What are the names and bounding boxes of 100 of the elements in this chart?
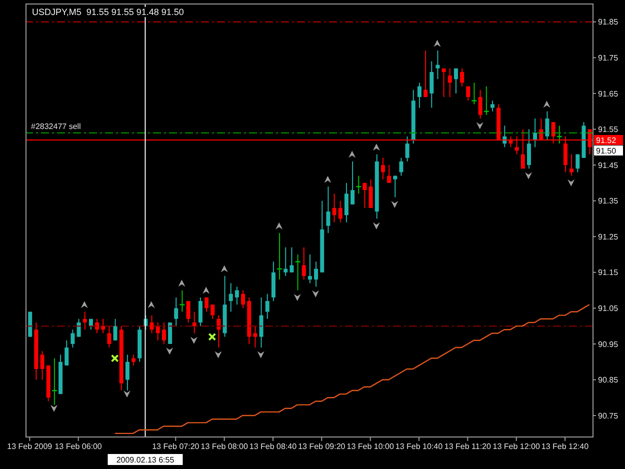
candlestick <box>362 182 367 208</box>
point <box>372 222 380 230</box>
ref-line-label: 91.52 <box>596 136 617 145</box>
line-series <box>114 304 590 434</box>
y-tick-label: 91.55 <box>598 125 619 134</box>
candlestick <box>393 175 398 198</box>
candlestick <box>156 322 160 341</box>
candlestick <box>107 326 112 348</box>
candlestick <box>162 322 166 344</box>
point <box>257 351 264 358</box>
candlestick <box>350 160 355 205</box>
candlestick <box>132 354 136 366</box>
candlestick <box>150 314 154 334</box>
candlestick <box>198 296 202 327</box>
point <box>50 404 58 412</box>
point <box>434 40 441 47</box>
candlestick <box>454 68 458 94</box>
point <box>525 172 532 180</box>
candlestick <box>284 246 288 276</box>
y-tick-label: 91.65 <box>598 89 619 98</box>
point <box>294 294 301 301</box>
point <box>148 301 155 308</box>
ref-line-label: 2009.02.13 6:55 <box>116 456 175 464</box>
candlestick <box>436 50 440 80</box>
y-tick-label: 90.85 <box>598 376 619 385</box>
point <box>80 301 88 308</box>
y-tick-label: 91.05 <box>598 304 619 314</box>
candlestick <box>192 311 196 334</box>
candlestick <box>380 157 385 180</box>
y-tick-label: 91.25 <box>598 232 619 242</box>
candlestick <box>186 300 190 323</box>
point <box>202 286 210 294</box>
point <box>214 351 222 358</box>
candlestick <box>472 82 477 105</box>
candlestick <box>478 89 482 120</box>
candlestick <box>168 322 172 344</box>
x-tick-label: 13 Feb 07:20 <box>152 442 200 451</box>
x-tick-label: 13 Feb 11:20 <box>444 442 492 451</box>
point <box>123 390 130 398</box>
point <box>348 150 356 158</box>
candlestick <box>344 182 348 223</box>
candlestick <box>241 290 246 309</box>
point <box>543 100 550 108</box>
candlestick <box>545 110 550 140</box>
candlestick <box>448 68 452 98</box>
candlestick <box>442 68 446 98</box>
y-tick-label: 91.35 <box>598 196 619 206</box>
candlestick <box>234 286 239 306</box>
x-tick-label: 13 Feb 10:00 <box>346 442 394 451</box>
candlestick <box>82 311 87 330</box>
y-tick-label: 91.85 <box>598 18 619 27</box>
candlestick <box>308 254 312 284</box>
candlestick <box>417 82 422 108</box>
x-tick-label: 13 Feb 12:40 <box>541 442 590 451</box>
point <box>166 348 174 355</box>
point <box>568 179 575 186</box>
candlestick <box>399 157 404 176</box>
candlestick <box>338 200 342 223</box>
x-tick-label: 13 Feb 09:20 <box>298 442 346 451</box>
candlestick <box>290 246 294 273</box>
point <box>220 265 228 272</box>
candlestick <box>253 326 258 348</box>
candlestick <box>174 296 178 327</box>
candlestick <box>576 154 580 173</box>
y-tick-label: 91.15 <box>598 268 619 278</box>
point <box>276 222 283 230</box>
candlestick <box>204 296 209 312</box>
chart-title: USDJPY,M5 91.55 91.55 91.48 91.50 <box>30 7 186 17</box>
candlestick <box>70 329 75 348</box>
point <box>178 280 186 287</box>
y-tick-label: 91.45 <box>598 160 619 170</box>
candlestick <box>180 290 185 312</box>
point <box>190 336 198 344</box>
candlestick <box>64 340 69 366</box>
point <box>476 122 484 130</box>
candlestick <box>460 68 464 87</box>
candlestick <box>40 350 44 380</box>
candlestick <box>430 60 434 108</box>
candlestick <box>368 178 373 208</box>
x-tick-label: 13 Feb 12:00 <box>492 442 540 451</box>
candlestick <box>95 318 100 334</box>
candlestick <box>228 282 233 312</box>
candlestick <box>302 246 306 280</box>
candlestick <box>570 154 574 176</box>
point <box>391 200 398 208</box>
candlestick <box>295 254 300 291</box>
candlestick <box>332 193 336 223</box>
point <box>324 176 332 183</box>
candlestick <box>405 136 410 162</box>
point <box>372 144 380 151</box>
text: 91.50 <box>596 146 617 156</box>
candlestick <box>490 100 494 112</box>
x-tick-label: 13 Feb 08:00 <box>200 442 248 451</box>
candlestick <box>265 293 270 320</box>
candlestick <box>113 318 118 341</box>
candlestick <box>424 50 428 98</box>
y-tick-label: 90.75 <box>598 411 619 420</box>
candlestick <box>526 128 531 170</box>
y-tick-label: 90.95 <box>598 340 619 349</box>
candlestick <box>314 261 318 288</box>
